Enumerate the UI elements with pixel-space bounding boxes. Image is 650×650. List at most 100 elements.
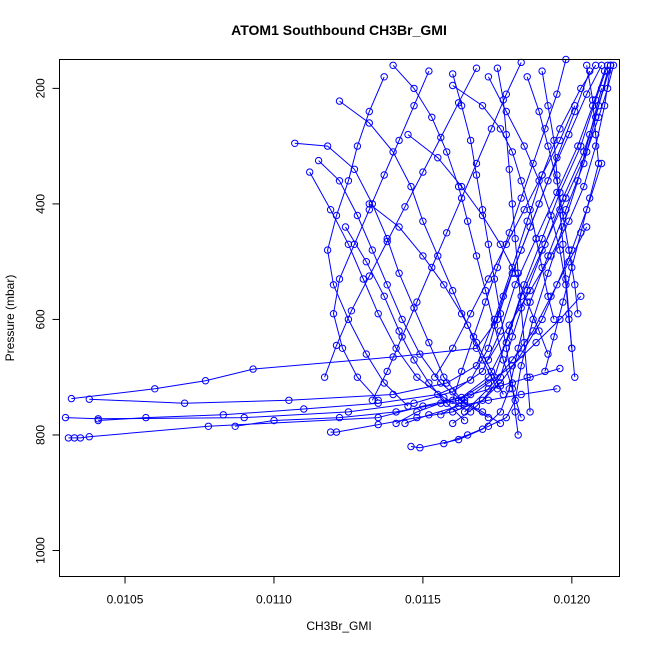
data-point — [401, 419, 409, 428]
profile-line — [368, 203, 504, 395]
data-point — [365, 206, 373, 214]
data-point — [520, 281, 528, 289]
data-point — [484, 344, 493, 352]
data-point — [517, 362, 525, 370]
data-point — [597, 159, 606, 168]
data-point — [466, 390, 475, 399]
data-point — [353, 373, 362, 381]
data-point — [577, 142, 585, 150]
data-point — [440, 281, 448, 289]
data-point — [592, 61, 600, 70]
data-point — [553, 177, 561, 185]
data-point — [547, 252, 555, 260]
data-point — [380, 379, 388, 387]
data-point — [502, 90, 510, 98]
data-point — [472, 64, 481, 72]
data-point — [589, 96, 597, 104]
data-point — [520, 338, 528, 347]
data-point — [508, 356, 516, 364]
data-point — [380, 73, 388, 81]
data-point — [556, 136, 564, 145]
data-point — [457, 367, 466, 376]
x-axis: 0.0105 0.0110 0.0115 0.0120 — [107, 576, 591, 607]
data-point — [428, 113, 436, 122]
data-point — [496, 408, 505, 416]
data-point — [425, 379, 433, 387]
data-point — [565, 315, 573, 324]
data-point — [410, 399, 418, 407]
data-point — [440, 439, 448, 448]
data-point — [559, 240, 567, 249]
data-point — [335, 413, 344, 422]
data-point — [323, 246, 332, 254]
data-point — [413, 408, 421, 416]
data-point — [416, 444, 424, 452]
data-point — [535, 200, 543, 208]
data-point — [425, 338, 433, 347]
data-point — [565, 217, 573, 225]
data-point — [463, 431, 472, 439]
data-point — [535, 327, 543, 335]
data-point — [419, 252, 427, 260]
data-point — [502, 107, 510, 116]
data-point — [353, 142, 362, 150]
data-point — [425, 411, 433, 419]
data-point — [344, 177, 353, 185]
data-point — [335, 275, 344, 283]
profile-18 — [541, 61, 603, 376]
data-point — [502, 344, 510, 352]
data-point — [341, 223, 350, 231]
profile-line — [452, 85, 555, 320]
data-point — [556, 364, 564, 373]
data-point — [597, 84, 606, 93]
data-point — [520, 206, 528, 214]
data-point — [374, 420, 382, 429]
data-point — [603, 67, 612, 75]
profile-11 — [314, 156, 493, 422]
profile-line — [440, 295, 582, 416]
data-point — [603, 61, 612, 70]
data-point — [344, 408, 353, 416]
data-point — [395, 327, 403, 335]
data-point — [407, 442, 415, 451]
data-point — [544, 350, 552, 358]
data-point — [550, 333, 558, 341]
data-point — [511, 234, 519, 243]
data-point — [454, 402, 463, 410]
data-point — [383, 237, 391, 246]
data-point — [496, 310, 505, 318]
data-point — [431, 373, 439, 381]
profile-34 — [523, 73, 582, 318]
data-point — [526, 206, 534, 214]
data-point — [449, 286, 457, 295]
data-point — [586, 67, 594, 75]
data-point — [484, 396, 493, 404]
data-point — [398, 315, 406, 324]
profile-line — [407, 134, 549, 355]
data-point — [493, 64, 502, 72]
y-axis-label: Pressure (mbar) — [3, 275, 17, 362]
profile-line — [327, 76, 409, 407]
data-point — [544, 102, 552, 110]
profile-line — [330, 65, 612, 433]
data-point — [535, 177, 543, 185]
data-point — [410, 84, 418, 93]
profile-line — [464, 226, 588, 413]
data-point — [571, 102, 579, 110]
x-tick-label: 0.0105 — [107, 593, 144, 607]
data-point — [472, 252, 481, 260]
data-point — [541, 125, 549, 133]
data-point — [490, 321, 499, 329]
data-point — [472, 338, 481, 347]
data-point — [484, 422, 493, 430]
data-point — [332, 211, 341, 220]
data-point — [502, 240, 510, 249]
data-point — [580, 159, 588, 168]
profile-1 — [64, 61, 618, 442]
data-point — [323, 142, 332, 150]
profile-line — [294, 142, 501, 424]
profile-line — [434, 105, 576, 378]
data-point — [460, 416, 469, 425]
data-point — [347, 307, 356, 315]
